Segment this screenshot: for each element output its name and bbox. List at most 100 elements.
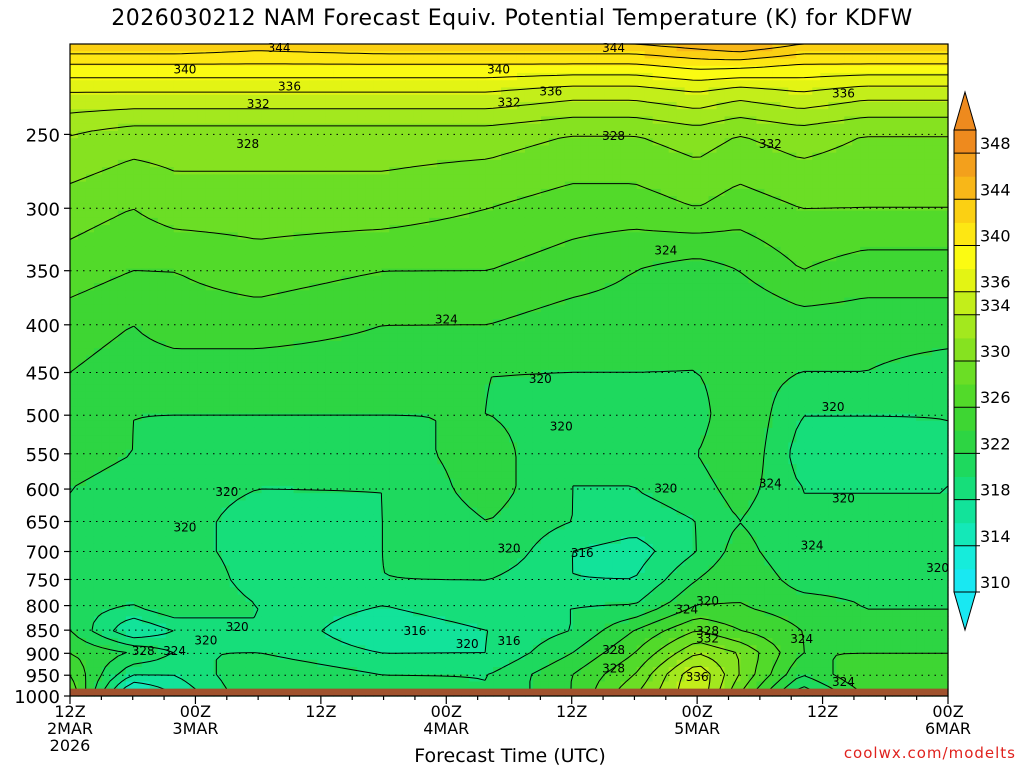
field-cell bbox=[397, 167, 406, 175]
field-cell bbox=[628, 355, 638, 364]
field-cell bbox=[173, 123, 183, 132]
field-cell bbox=[285, 145, 295, 154]
field-cell bbox=[357, 101, 366, 110]
field-cell bbox=[692, 348, 702, 357]
field-cell bbox=[445, 341, 454, 349]
field-cell bbox=[868, 246, 877, 255]
field-cell bbox=[389, 217, 398, 226]
field-cell bbox=[70, 355, 79, 364]
field-cell bbox=[365, 232, 374, 241]
field-cell bbox=[900, 225, 909, 233]
field-cell bbox=[572, 275, 582, 284]
field-cell bbox=[85, 87, 95, 96]
field-cell bbox=[532, 51, 542, 60]
field-cell bbox=[836, 275, 845, 284]
field-cell bbox=[780, 225, 789, 233]
field-cell bbox=[317, 261, 327, 270]
field-cell bbox=[437, 203, 446, 212]
field-cell bbox=[413, 283, 422, 291]
field-cell bbox=[596, 232, 606, 241]
field-cell bbox=[916, 232, 925, 241]
field-cell bbox=[844, 51, 853, 60]
field-cell bbox=[181, 116, 191, 125]
field-cell bbox=[277, 362, 287, 371]
field-cell bbox=[373, 80, 382, 89]
field-cell bbox=[349, 145, 358, 154]
field-cell bbox=[333, 304, 342, 313]
field-cell bbox=[788, 246, 797, 255]
field-cell bbox=[748, 225, 758, 233]
field-cell bbox=[261, 188, 271, 197]
field-cell bbox=[732, 196, 742, 204]
field-cell bbox=[708, 217, 718, 226]
field-cell bbox=[564, 72, 574, 81]
field-cell bbox=[532, 312, 542, 320]
field-cell bbox=[644, 123, 654, 132]
field-cell bbox=[453, 362, 462, 371]
field-cell bbox=[253, 268, 263, 277]
field-cell bbox=[101, 65, 111, 74]
field-cell bbox=[269, 246, 279, 255]
field-cell bbox=[788, 72, 797, 81]
field-cell bbox=[620, 275, 630, 284]
field-cell bbox=[540, 72, 550, 81]
field-cell bbox=[269, 304, 279, 313]
field-cell bbox=[892, 341, 901, 349]
field-cell bbox=[461, 138, 470, 147]
field-cell bbox=[860, 326, 869, 335]
field-cell bbox=[389, 290, 398, 299]
field-cell bbox=[628, 362, 638, 371]
field-cell bbox=[796, 101, 805, 110]
field-cell bbox=[421, 65, 430, 74]
field-cell bbox=[820, 181, 829, 190]
field-cell bbox=[892, 196, 901, 204]
field-cell bbox=[844, 275, 853, 284]
field-cell bbox=[109, 290, 119, 299]
field-cell bbox=[205, 44, 215, 52]
field-cell bbox=[860, 116, 869, 125]
field-cell bbox=[892, 87, 901, 96]
field-cell bbox=[301, 362, 311, 371]
field-cell bbox=[437, 312, 446, 320]
field-cell bbox=[868, 152, 877, 161]
field-cell bbox=[940, 196, 949, 204]
field-cell bbox=[708, 130, 718, 139]
field-cell bbox=[493, 283, 502, 291]
field-cell bbox=[796, 188, 805, 197]
field-cell bbox=[445, 333, 454, 342]
field-cell bbox=[764, 283, 773, 291]
field-cell bbox=[812, 225, 821, 233]
field-cell bbox=[109, 167, 119, 175]
field-cell bbox=[373, 261, 382, 270]
field-cell bbox=[836, 181, 845, 190]
field-cell bbox=[325, 203, 334, 212]
field-cell bbox=[421, 261, 430, 270]
field-cell bbox=[181, 333, 191, 342]
field-cell bbox=[381, 333, 390, 342]
field-cell bbox=[764, 239, 773, 248]
field-cell bbox=[269, 355, 279, 364]
field-cell bbox=[269, 58, 279, 67]
field-cell bbox=[692, 159, 702, 168]
field-cell bbox=[924, 304, 933, 313]
field-cell bbox=[501, 297, 510, 306]
field-cell bbox=[157, 109, 167, 118]
field-cell bbox=[732, 254, 742, 262]
field-cell bbox=[277, 268, 287, 277]
field-cell bbox=[804, 109, 813, 118]
field-cell bbox=[141, 44, 151, 52]
field-cell bbox=[628, 290, 638, 299]
field-cell bbox=[588, 138, 598, 147]
field-cell bbox=[141, 109, 151, 118]
field-cell bbox=[445, 355, 454, 364]
field-cell bbox=[70, 225, 79, 233]
field-cell bbox=[796, 362, 805, 371]
field-cell bbox=[588, 217, 598, 226]
field-cell bbox=[325, 304, 334, 313]
field-cell bbox=[189, 239, 199, 248]
field-cell bbox=[253, 159, 263, 168]
field-cell bbox=[532, 101, 542, 110]
field-cell bbox=[509, 261, 518, 270]
field-cell bbox=[149, 152, 159, 161]
field-cell bbox=[93, 232, 103, 241]
